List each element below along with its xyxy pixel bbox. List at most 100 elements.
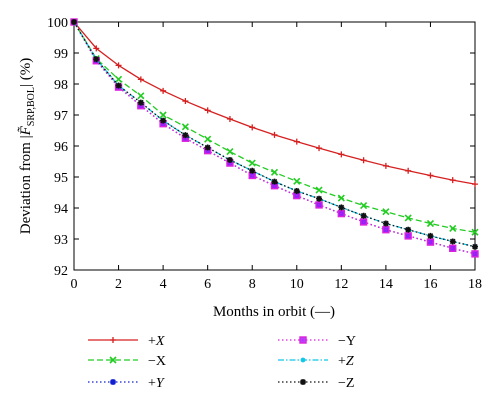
data-point: [204, 107, 211, 114]
legend-swatch-marker: [110, 379, 116, 385]
legend-label: +Y: [148, 376, 166, 391]
series-3: [71, 19, 478, 257]
legend-label: −Y: [338, 334, 356, 349]
data-point: [316, 145, 323, 152]
x-tick-label: 6: [204, 277, 211, 292]
data-point: [404, 214, 412, 222]
data-point: [382, 220, 389, 227]
data-point: [360, 212, 367, 219]
legend-label: +X: [148, 334, 165, 349]
data-point: [449, 244, 457, 253]
series-line: [73, 21, 476, 255]
legend-swatch-marker: [300, 357, 306, 363]
y-tick-label: 99: [54, 47, 68, 62]
y-tick-label: 97: [54, 109, 68, 124]
x-tick-label: 18: [468, 277, 482, 292]
data-point: [93, 56, 100, 63]
data-point: [472, 243, 478, 250]
y-tick-label: 93: [54, 233, 68, 248]
data-point: [427, 172, 434, 179]
data-point: [472, 181, 478, 188]
series-group: [70, 18, 479, 258]
data-point: [338, 204, 345, 211]
data-point: [248, 159, 256, 167]
legend-entry-6: −Z: [278, 376, 354, 391]
legend-entry-5: +Z: [278, 354, 354, 369]
data-point: [226, 156, 233, 163]
data-point: [71, 19, 77, 25]
data-point: [182, 98, 189, 105]
data-point: [359, 218, 368, 226]
legend-swatch-marker: [110, 337, 116, 343]
data-point: [471, 250, 479, 258]
data-point: [382, 225, 390, 234]
series-4: [70, 18, 479, 258]
data-point: [204, 144, 211, 151]
data-point: [449, 224, 457, 233]
data-point: [249, 124, 256, 131]
series-line: [73, 21, 476, 255]
y-tick-label: 98: [54, 78, 68, 93]
series-2: [70, 18, 479, 236]
data-point: [404, 232, 412, 240]
series-line: [73, 21, 476, 233]
data-point: [249, 167, 256, 174]
legend-label-axis: Y: [346, 334, 356, 349]
data-point: [160, 87, 167, 94]
legend-label-sign: −: [148, 354, 156, 369]
data-point: [337, 209, 346, 218]
legend-label-axis: Z: [346, 376, 355, 391]
data-point: [427, 232, 434, 239]
data-point: [315, 201, 323, 209]
x-tick-label: 10: [290, 277, 304, 292]
data-point: [93, 45, 100, 52]
data-point: [337, 194, 345, 202]
data-point: [316, 195, 323, 202]
legend-label: +Z: [338, 354, 354, 369]
legend-entry-3: +Y: [88, 376, 166, 391]
legend: +X−X+Y−Y+Z−Z: [88, 334, 356, 391]
legend-label-sign: +: [148, 376, 156, 391]
legend-label: −X: [148, 354, 166, 369]
x-tick-label: 0: [71, 277, 78, 292]
legend-swatch-marker: [299, 336, 307, 344]
data-point: [293, 138, 300, 145]
x-tick-label: 8: [249, 277, 256, 292]
data-point: [226, 148, 234, 156]
x-axis-title: Months in orbit (—): [213, 304, 335, 320]
data-point: [115, 62, 122, 69]
legend-entry-4: −Y: [278, 334, 356, 349]
data-point: [270, 168, 279, 176]
series-line: [73, 21, 476, 185]
x-tick-label: 4: [160, 277, 167, 292]
x-tick-label: 12: [334, 277, 348, 292]
data-point: [405, 226, 412, 233]
data-point: [293, 187, 300, 194]
y-tick-label: 96: [54, 140, 68, 155]
data-point: [204, 135, 212, 143]
y-axis-title: Deviation from |F̃SRP,BOL| (%): [18, 58, 37, 234]
data-point: [137, 76, 144, 83]
data-point: [114, 75, 123, 83]
data-point: [405, 167, 412, 174]
legend-label-axis: Y: [156, 376, 166, 391]
legend-label: −Z: [338, 376, 354, 391]
data-point: [426, 238, 435, 246]
x-tick-label: 14: [379, 277, 393, 292]
y-tick-label: 100: [47, 16, 68, 31]
legend-label-sign: −: [338, 376, 346, 391]
y-axis-title-subscript: SRP,BOL: [26, 87, 37, 126]
data-point: [159, 111, 167, 119]
y-axis-title-main: Deviation from |: [18, 135, 34, 234]
y-axis-title-symbol: F̃: [18, 125, 34, 136]
data-point: [137, 99, 144, 106]
x-tick-label: 2: [115, 277, 122, 292]
data-point: [160, 117, 167, 124]
legend-label-sign: +: [338, 354, 346, 369]
data-point: [271, 131, 278, 138]
data-point: [293, 177, 301, 185]
legend-label-axis: X: [156, 354, 166, 369]
legend-label-sign: +: [148, 334, 156, 349]
legend-entry-2: −X: [88, 354, 166, 369]
